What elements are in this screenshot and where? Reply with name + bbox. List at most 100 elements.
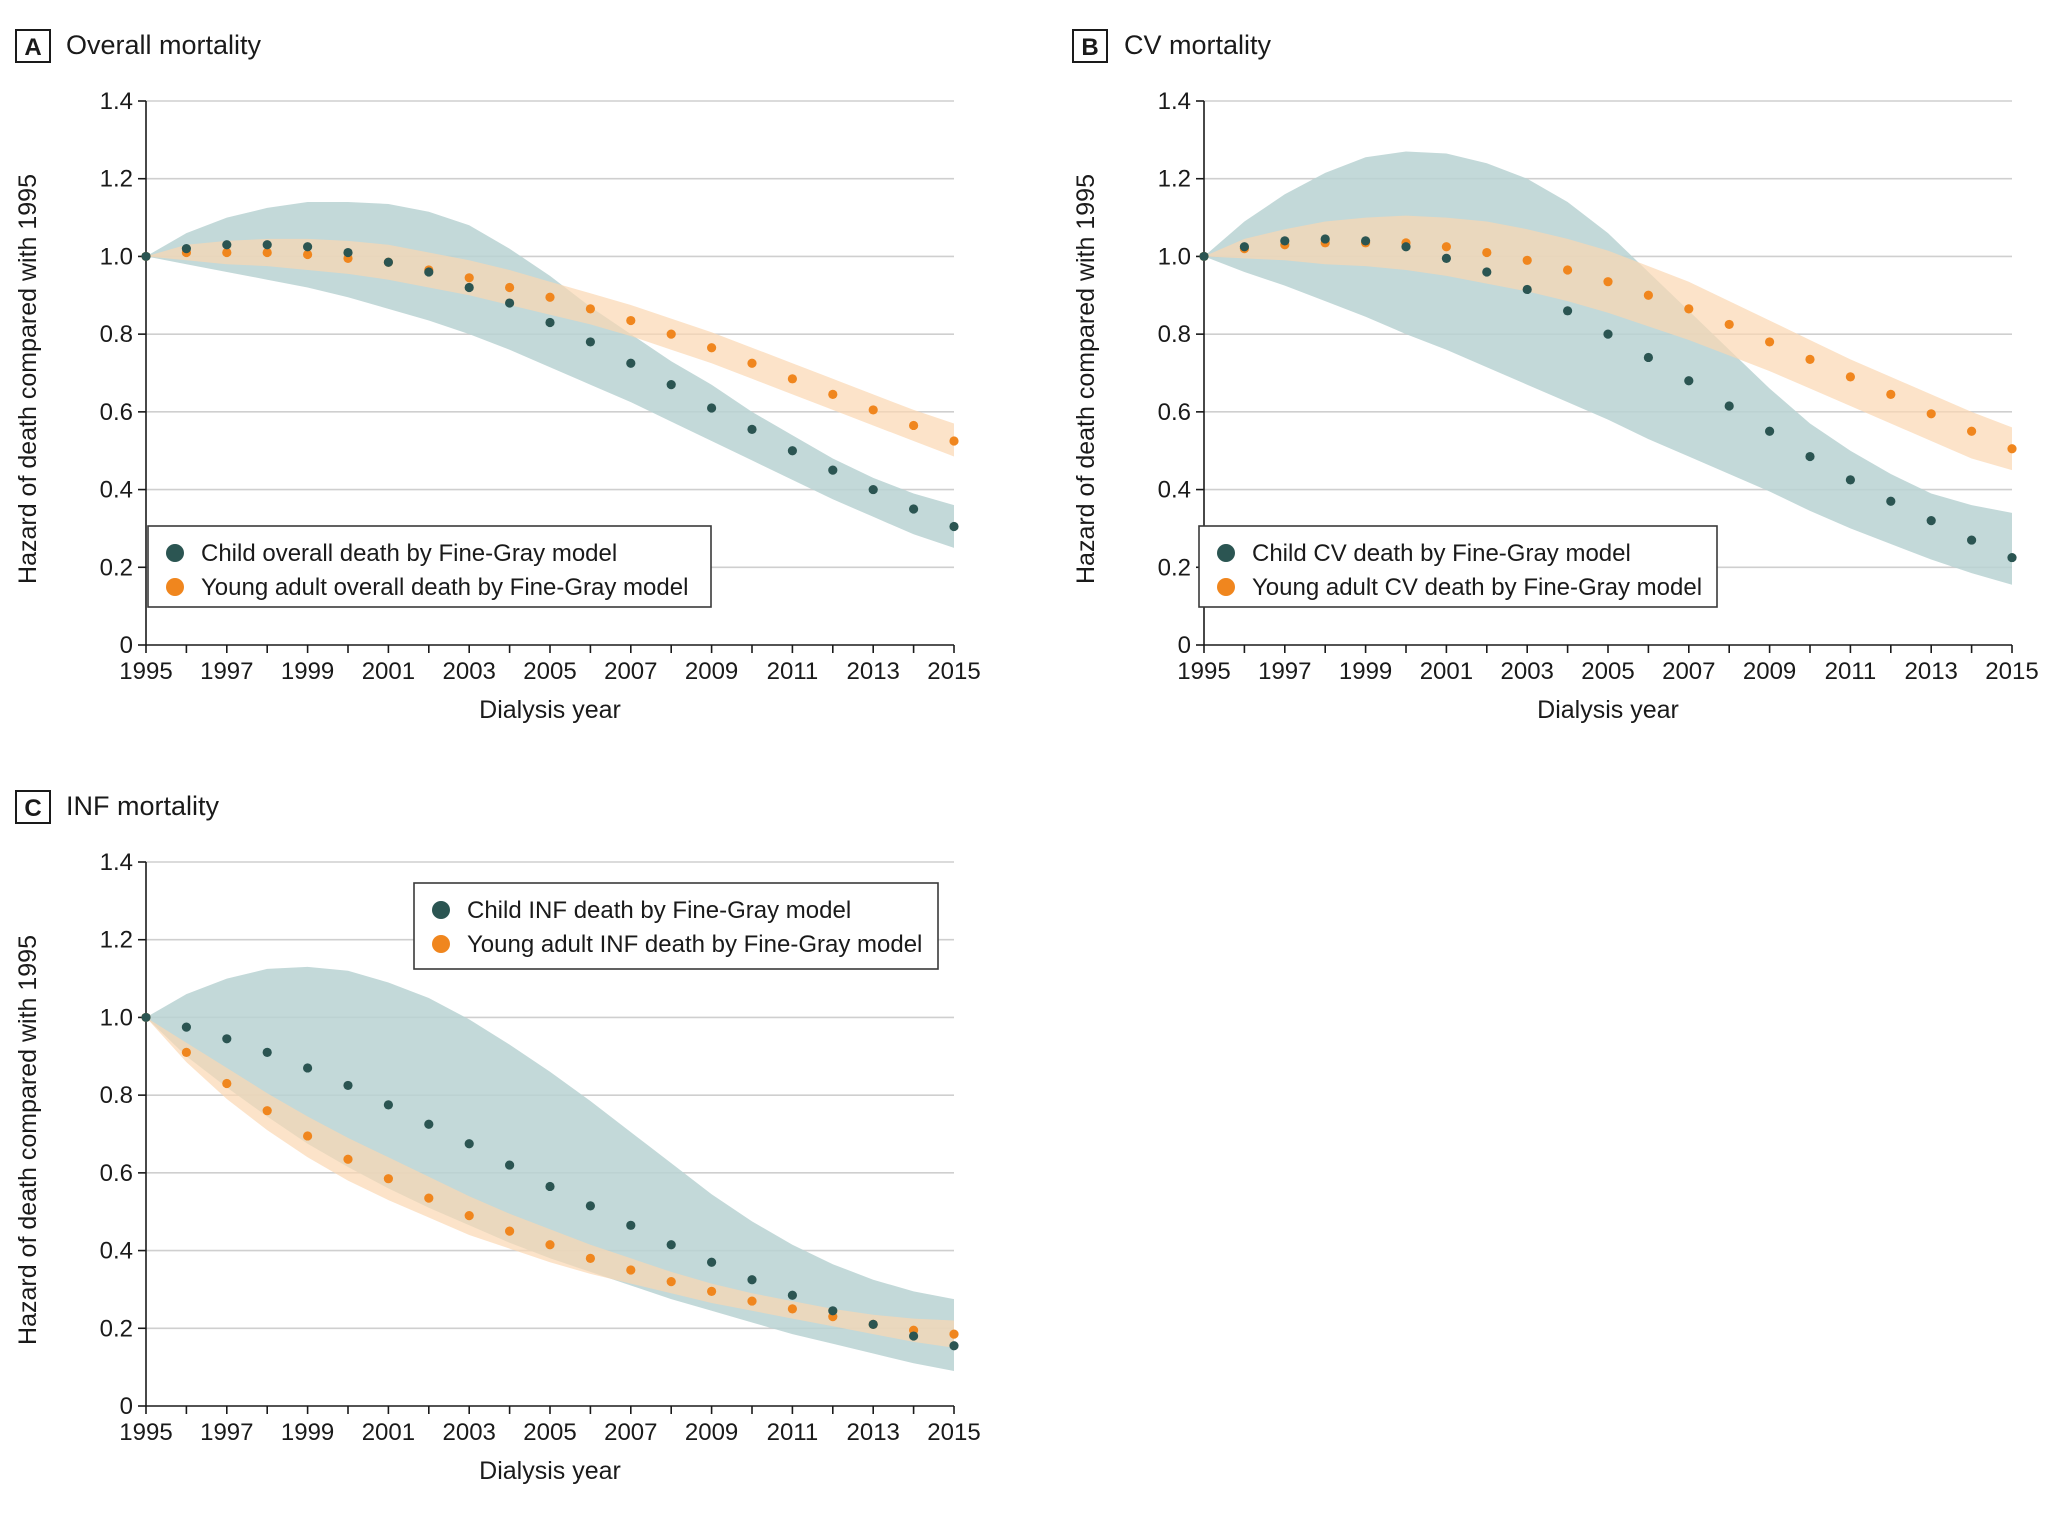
confidence-band-child xyxy=(1204,151,2012,585)
data-point-child xyxy=(1926,516,1936,526)
data-point-child xyxy=(868,1319,878,1329)
data-point-young-adult xyxy=(1724,319,1734,330)
x-tick-label: 2015 xyxy=(927,1419,980,1446)
x-tick-label: 2001 xyxy=(1420,658,1473,685)
x-tick-label: 1999 xyxy=(281,658,334,685)
legend-box xyxy=(413,882,939,970)
chart-panel-b: B CV mortality 0 0.2 0.4 0.6 0.8 1.0 1.2 1.4 1995 1… xyxy=(1072,29,2039,724)
legend: Child overall death by Fine-Gray model Yo… xyxy=(147,525,712,608)
data-point-young-adult xyxy=(585,1253,596,1263)
data-point-child xyxy=(747,424,757,434)
data-point-young-adult xyxy=(787,374,798,384)
data-point-young-adult xyxy=(545,1240,555,1250)
data-point-young-adult xyxy=(707,343,717,353)
x-axis-title: Dialysis year xyxy=(479,1457,621,1485)
x-tick-label: 1997 xyxy=(200,1419,253,1446)
x-tick-label: 1997 xyxy=(1258,658,1311,685)
data-point-young-adult xyxy=(666,329,676,339)
data-point-young-adult xyxy=(222,1078,232,1089)
panel-title: INF mortality xyxy=(66,791,220,821)
y-tick-label: 0.8 xyxy=(1158,321,1191,348)
x-tick-label: 1995 xyxy=(1177,658,1230,685)
x-tick-label: 2009 xyxy=(1743,658,1796,685)
data-point-child xyxy=(505,1160,515,1170)
data-point-young-adult xyxy=(1765,337,1775,347)
data-point-child xyxy=(949,1341,959,1351)
data-point-child xyxy=(828,1306,838,1316)
data-point-young-adult xyxy=(666,1277,676,1287)
data-point-child xyxy=(747,1275,757,1285)
data-point-child xyxy=(787,1290,798,1300)
x-tick-label: 2007 xyxy=(1662,658,1715,685)
data-point-child xyxy=(303,1063,313,1073)
legend-marker-young-adult xyxy=(1217,578,1235,596)
data-point-child xyxy=(383,257,393,267)
data-point-young-adult xyxy=(343,1154,353,1164)
x-tick-label: 2011 xyxy=(767,658,819,685)
data-point-child xyxy=(707,1257,717,1267)
legend-marker-child xyxy=(432,901,450,919)
data-point-young-adult xyxy=(1805,354,1815,364)
panel-title: CV mortality xyxy=(1124,30,1272,60)
x-tick-label: 2013 xyxy=(847,658,900,685)
data-point-child xyxy=(1320,234,1330,244)
legend-label: Young adult CV death by Fine-Gray model xyxy=(1252,574,1702,601)
x-tick-label: 2011 xyxy=(767,1419,819,1446)
y-tick-label: 1.4 xyxy=(1158,88,1191,115)
y-tick-label: 0 xyxy=(1178,632,1191,659)
panel-label: C xyxy=(24,795,41,822)
x-tick-label: 2013 xyxy=(847,1419,900,1446)
y-tick-label: 1.4 xyxy=(100,88,133,115)
x-tick-label: 2001 xyxy=(362,1419,415,1446)
data-point-young-adult xyxy=(949,1329,959,1339)
data-point-young-adult xyxy=(505,1226,515,1236)
x-tick-label: 2009 xyxy=(685,1419,738,1446)
x-tick-label: 2011 xyxy=(1825,658,1877,685)
data-point-child xyxy=(1280,236,1290,246)
data-point-child xyxy=(1684,376,1694,386)
y-axis-title: Hazard of death compared with 1995 xyxy=(1072,174,1100,584)
data-point-child xyxy=(383,1100,393,1110)
data-point-young-adult xyxy=(626,315,636,326)
x-tick-label: 1999 xyxy=(1339,658,1392,685)
data-point-young-adult xyxy=(464,273,474,283)
legend-marker-young-adult xyxy=(166,578,184,596)
panel-label-box xyxy=(15,790,51,824)
data-point-child xyxy=(707,403,717,413)
data-point-child xyxy=(1967,535,1977,545)
legend-label: Child INF death by Fine-Gray model xyxy=(467,897,851,924)
x-tick-label: 2015 xyxy=(1985,658,2038,685)
x-axis-title: Dialysis year xyxy=(1537,696,1679,724)
data-point-child xyxy=(1441,253,1451,263)
data-point-young-adult xyxy=(181,1047,191,1057)
y-axis-title: Hazard of death compared with 1995 xyxy=(14,935,42,1345)
legend-box xyxy=(147,525,712,608)
data-point-child xyxy=(1522,284,1532,295)
x-tick-label: 2001 xyxy=(362,658,415,685)
y-tick-label: 0.4 xyxy=(100,477,133,504)
data-point-child xyxy=(343,1080,353,1091)
data-point-child xyxy=(424,267,434,277)
y-tick-label: 1.4 xyxy=(100,849,133,876)
data-point-child xyxy=(1805,451,1815,462)
y-tick-label: 0.6 xyxy=(100,1160,133,1187)
data-point-child xyxy=(181,1022,191,1032)
data-point-young-adult xyxy=(1886,389,1896,399)
data-point-child xyxy=(585,1201,596,1211)
panel-label: A xyxy=(24,34,41,61)
legend-marker-young-adult xyxy=(432,935,450,953)
x-tick-label: 2003 xyxy=(1501,658,1554,685)
x-tick-label: 2013 xyxy=(1905,658,1958,685)
data-point-young-adult xyxy=(1684,304,1694,314)
data-point-child xyxy=(262,1047,272,1057)
x-tick-label: 2009 xyxy=(685,658,738,685)
data-point-child xyxy=(787,446,798,456)
data-point-child xyxy=(222,1034,232,1044)
y-tick-label: 0.4 xyxy=(1158,477,1191,504)
legend-marker-child xyxy=(1217,544,1235,562)
x-tick-label: 2003 xyxy=(443,658,496,685)
data-point-child xyxy=(1482,267,1492,277)
y-tick-label: 0.2 xyxy=(1158,554,1191,581)
y-tick-label: 1.0 xyxy=(100,243,133,270)
x-tick-label: 1997 xyxy=(200,658,253,685)
